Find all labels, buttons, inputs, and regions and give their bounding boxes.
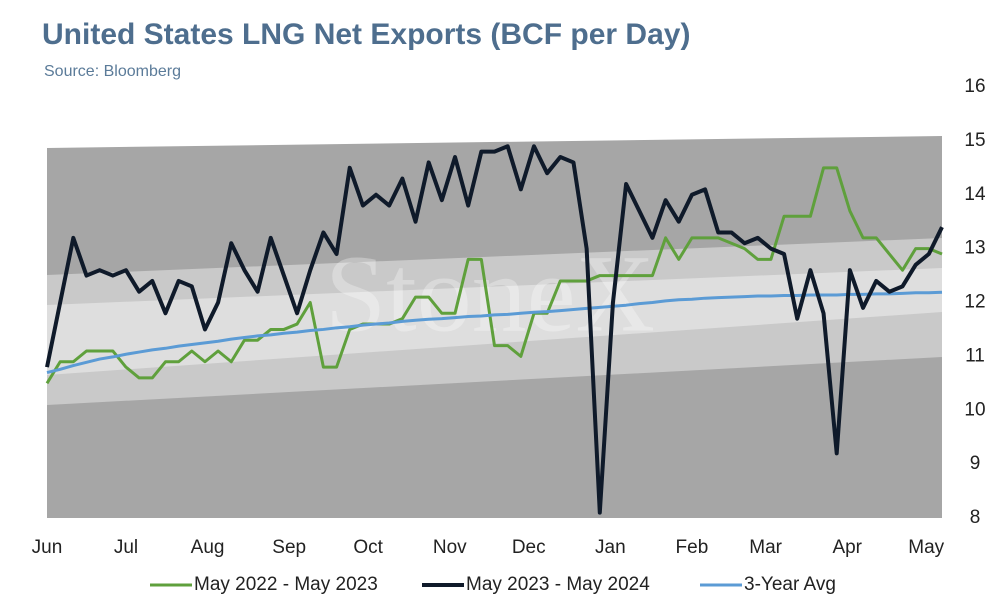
legend-label: 3-Year Avg bbox=[744, 574, 836, 595]
legend-label: May 2022 - May 2023 bbox=[194, 574, 378, 595]
x-tick-label: Aug bbox=[191, 537, 225, 558]
y-tick-label: 14 bbox=[964, 184, 986, 205]
x-tick-label: Feb bbox=[676, 537, 709, 558]
y-tick-label: 10 bbox=[964, 399, 985, 420]
chart-title: United States LNG Net Exports (BCF per D… bbox=[42, 18, 690, 51]
x-tick-label: Jun bbox=[32, 537, 63, 558]
legend: May 2022 - May 2023 May 2023 - May 2024 3-… bbox=[150, 574, 836, 595]
x-tick-label: Jul bbox=[114, 537, 138, 558]
x-tick-label: Dec bbox=[512, 537, 546, 558]
x-tick-label: Apr bbox=[832, 537, 862, 558]
y-tick-label: 8 bbox=[970, 507, 981, 528]
series-line bbox=[45, 144, 944, 515]
y-tick-label: 11 bbox=[965, 345, 985, 366]
y-tick-label: 16 bbox=[964, 76, 985, 97]
x-tick-label: Mar bbox=[749, 537, 782, 558]
inner-band bbox=[47, 268, 942, 375]
y-tick-label: 9 bbox=[970, 453, 981, 474]
y-tick-label: 12 bbox=[964, 292, 985, 313]
x-tick-label: May bbox=[908, 537, 944, 558]
x-tick-label: Oct bbox=[353, 537, 383, 558]
y-tick-label: 15 bbox=[964, 130, 985, 151]
x-tick-label: Nov bbox=[433, 537, 467, 558]
plot bbox=[45, 144, 944, 515]
series-line bbox=[45, 166, 943, 385]
x-tick-label: Sep bbox=[272, 537, 306, 558]
legend-label: May 2023 - May 2024 bbox=[466, 574, 650, 595]
y-tick-label: 13 bbox=[964, 238, 985, 259]
chart-subtitle: Source: Bloomberg bbox=[44, 63, 181, 80]
watermark: StoneX bbox=[325, 232, 655, 354]
x-tick-label: Jan bbox=[595, 537, 626, 558]
